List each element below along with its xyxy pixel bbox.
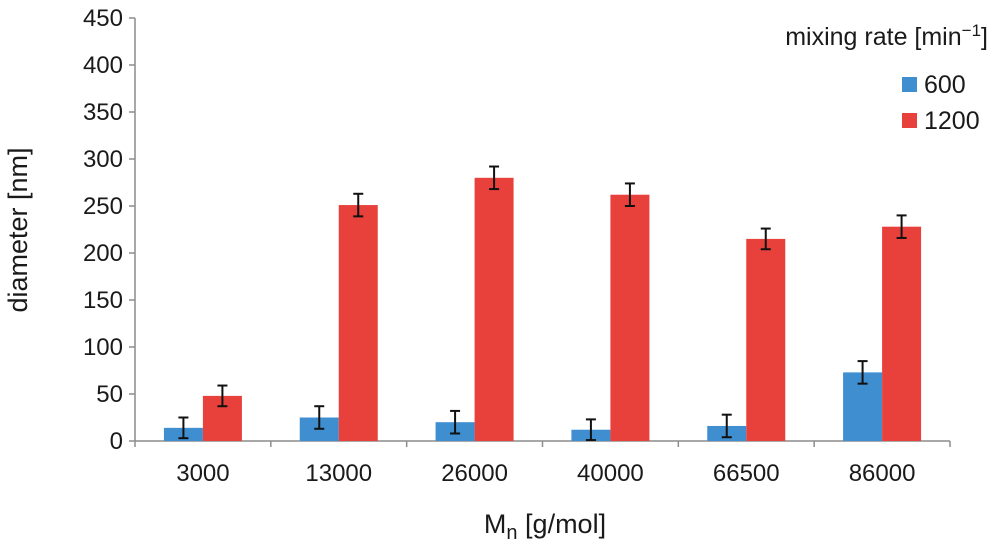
error-bar-1200-3000 [217, 384, 228, 408]
error-bar-1200-86000 [896, 214, 907, 239]
y-tick-label: 450 [83, 5, 123, 32]
x-tick-labels: 3000 13000 26000 40000 66500 86000 [176, 460, 915, 487]
y-tick-label: 0 [110, 428, 123, 455]
error-bar-1200-40000 [624, 182, 635, 207]
y-tick-label: 250 [83, 193, 123, 220]
error-bar-600-13000 [314, 405, 325, 430]
x-axis-title-main: M [484, 509, 507, 539]
x-tick-label-26000: 26000 [441, 460, 508, 487]
x-tick-label-40000: 40000 [577, 460, 644, 487]
x-axis-title-subscript: n [506, 522, 517, 544]
y-tick-label: 300 [83, 146, 123, 173]
legend-title: mixing rate [min−1] [785, 21, 988, 51]
x-tick-label-86000: 86000 [849, 460, 916, 487]
error-bar-600-26000 [450, 409, 461, 435]
error-bar-1200-66500 [760, 227, 771, 251]
error-bar-600-86000 [857, 360, 868, 385]
y-axis-title: diameter [nm] [3, 147, 33, 312]
bar-1200-86000 [882, 226, 922, 441]
y-tick-label: 400 [83, 52, 123, 79]
y-tick-label: 200 [83, 240, 123, 267]
error-bars [178, 165, 907, 442]
legend-label-600: 600 [924, 71, 966, 99]
x-tick-label-3000: 3000 [176, 460, 229, 487]
legend-title-end: ] [981, 23, 988, 51]
error-bar-600-66500 [721, 413, 732, 439]
y-tick-label: 150 [83, 287, 123, 314]
error-bar-600-3000 [178, 416, 189, 440]
y-tick-label: 50 [96, 381, 123, 408]
bar-1200-40000 [610, 194, 650, 441]
bars [163, 177, 922, 442]
error-bar-600-40000 [585, 418, 596, 442]
legend-title-superscript: −1 [962, 21, 981, 40]
bar-1200-66500 [746, 238, 786, 441]
legend: mixing rate [min−1] 600 1200 [785, 21, 988, 135]
legend-label-1200: 1200 [924, 107, 980, 135]
legend-swatch-1200 [902, 113, 917, 128]
error-bar-1200-26000 [489, 165, 500, 191]
y-tick-labels: 0 50 100 150 200 250 300 350 400 450 [83, 5, 123, 455]
axes [129, 17, 951, 447]
x-tick-label-66500: 66500 [713, 460, 780, 487]
bar-1200-13000 [338, 205, 378, 441]
legend-swatch-600 [902, 77, 917, 92]
y-tick-label: 350 [83, 99, 123, 126]
x-axis-title-rest: [g/mol] [518, 509, 607, 539]
x-tick-label-13000: 13000 [305, 460, 372, 487]
legend-title-main: mixing rate [min [785, 23, 961, 51]
x-axis-title: Mn [g/mol] [484, 509, 606, 544]
error-bar-1200-13000 [353, 192, 364, 218]
bar-1200-26000 [474, 177, 514, 442]
y-tick-label: 100 [83, 334, 123, 361]
